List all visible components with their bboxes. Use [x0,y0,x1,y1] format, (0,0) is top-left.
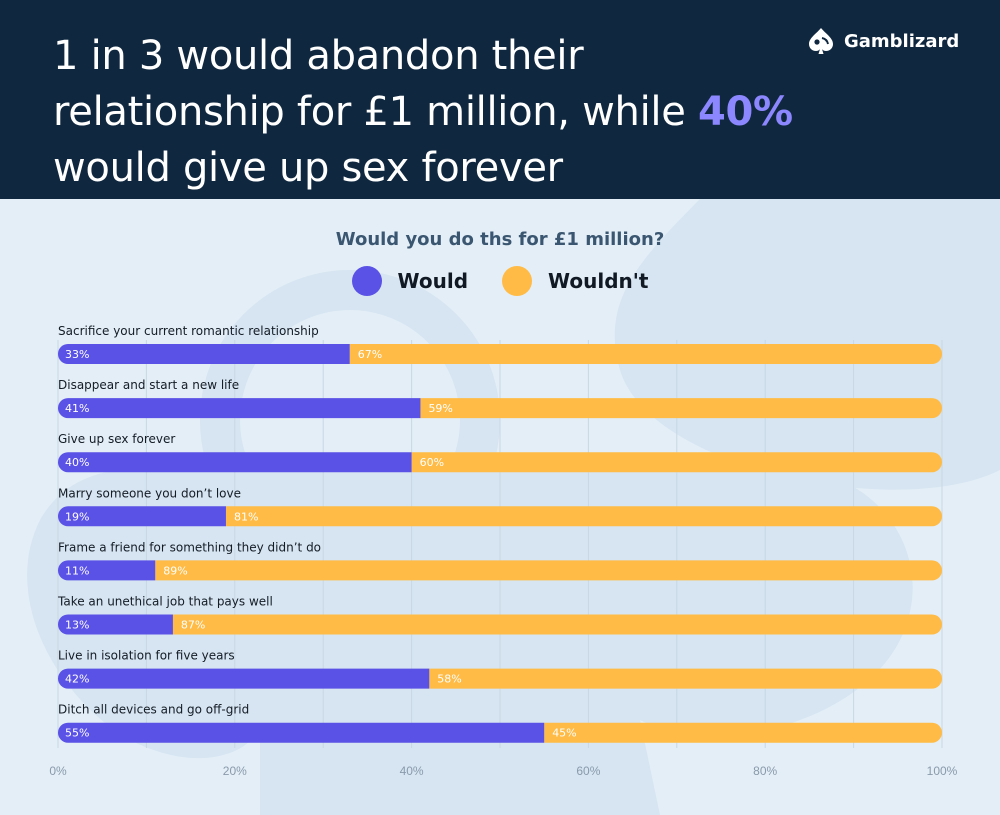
data-label-wouldnt: 59% [428,402,452,415]
legend-item-wouldnt: Wouldn't [502,266,648,296]
category-label: Live in isolation for five years [58,649,235,663]
legend-swatch-wouldnt [502,266,533,296]
data-label-would: 11% [65,564,89,577]
bar-segment-would [58,722,545,743]
x-tick-label: 0% [49,764,67,778]
bar-segment-would [58,452,412,473]
chart-legend: Would Wouldn't [0,266,1000,296]
data-label-wouldnt: 89% [163,564,187,577]
category-label: Give up sex forever [58,432,175,446]
bar-segment-wouldnt [172,614,943,635]
category-label: Ditch all devices and go off-grid [58,703,249,717]
brand-logo: Gamblizard [806,26,959,56]
bar-segment-wouldnt [411,452,943,473]
data-label-wouldnt: 67% [358,348,382,361]
legend-item-would: Would [351,266,469,296]
x-tick-label: 80% [753,764,777,778]
category-label: Sacrifice your current romantic relation… [58,324,319,338]
headline-text-1: 1 in 3 would abandon their relationship … [53,33,698,135]
data-label-wouldnt: 60% [420,456,444,469]
legend-label-wouldnt: Wouldn't [548,269,649,293]
headline-text-2: would give up sex forever [53,145,563,191]
data-label-would: 55% [65,727,89,740]
bar-segment-wouldnt [429,668,943,689]
bar-segment-wouldnt [225,506,943,527]
headline-highlight: 40% [697,89,793,135]
data-label-would: 41% [65,402,89,415]
data-label-wouldnt: 87% [181,619,205,632]
x-tick-label: 40% [400,764,424,778]
bar-segment-wouldnt [544,722,943,743]
data-label-would: 19% [65,510,89,523]
data-label-would: 42% [65,673,89,686]
category-label: Disappear and start a new life [58,378,239,392]
legend-label-would: Would [397,269,469,293]
category-label: Take an unethical job that pays well [57,595,273,609]
category-label: Frame a friend for something they didn’t… [58,540,321,554]
spade-lizard-icon [809,28,833,54]
bar-segment-would [58,506,226,527]
data-label-wouldnt: 58% [437,673,461,686]
x-tick-label: 20% [223,764,247,778]
data-label-wouldnt: 45% [552,727,576,740]
headline: 1 in 3 would abandon their relationship … [53,28,793,196]
bar-segment-wouldnt [155,560,943,581]
data-label-wouldnt: 81% [234,510,258,523]
x-tick-label: 100% [927,764,958,778]
brand-name: Gamblizard [844,30,960,52]
header-banner: 1 in 3 would abandon their relationship … [0,0,1000,199]
bar-segment-wouldnt [420,398,943,419]
bar-segment-would [58,344,350,364]
data-label-would: 33% [65,348,89,361]
x-tick-label: 60% [576,764,600,778]
data-label-would: 13% [65,619,89,632]
bar-segment-would [58,398,421,419]
bar-segment-would [58,668,430,689]
data-label-would: 40% [65,456,89,469]
bar-segment-would [58,614,173,635]
category-label: Marry someone you don’t love [58,486,241,500]
chart-title: Would you do ths for £1 million? [335,229,665,250]
legend-swatch-would [351,266,382,296]
bar-segment-would [58,560,156,581]
bar-segment-wouldnt [349,344,943,364]
